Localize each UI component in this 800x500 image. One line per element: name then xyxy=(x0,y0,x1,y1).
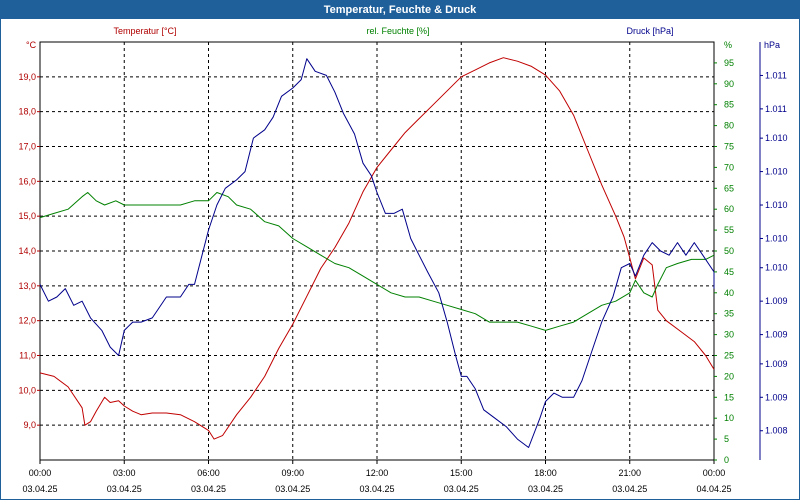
humidity-tick-label: 10 xyxy=(724,413,734,423)
humidity-tick-label: 50 xyxy=(724,246,734,256)
pressure-tick-label: 1.010 xyxy=(765,263,788,273)
pressure-unit: hPa xyxy=(764,40,780,50)
humidity-tick-label: 5 xyxy=(724,434,729,444)
x-tick-time-label: 00:00 xyxy=(29,468,52,478)
x-tick-date-label: 03.04.25 xyxy=(22,484,57,494)
temperature-tick-label: 19,0 xyxy=(18,72,36,82)
x-tick-date-label: 03.04.25 xyxy=(612,484,647,494)
temperature-tick-label: 17,0 xyxy=(18,142,36,152)
series-layer xyxy=(39,57,715,448)
x-tick-time-label: 03:00 xyxy=(113,468,136,478)
temperature-tick-label: 15,0 xyxy=(18,211,36,221)
temperature-tick-label: 10,0 xyxy=(18,385,36,395)
humidity-tick-label: 0 xyxy=(724,455,729,465)
temperature-tick-label: 18,0 xyxy=(18,107,36,117)
pressure-tick-label: 1.009 xyxy=(765,296,788,306)
pressure-tick-label: 1.010 xyxy=(765,167,788,177)
temperature-tick-label: 11,0 xyxy=(19,351,36,361)
x-tick-time-label: 06:00 xyxy=(197,468,220,478)
humidity-tick-label: 55 xyxy=(724,225,734,235)
x-tick-time-label: 00:00 xyxy=(703,468,726,478)
humidity-tick-label: 35 xyxy=(724,309,734,319)
humidity-tick-label: 30 xyxy=(724,330,734,340)
humidity-tick-label: 45 xyxy=(724,267,734,277)
humidity-legend-label: rel. Feuchte [%] xyxy=(366,26,429,36)
pressure-series-line xyxy=(39,58,715,448)
temperature-series-line xyxy=(39,57,715,440)
chart-title: Temperatur, Feuchte & Druck xyxy=(1,1,799,19)
humidity-tick-label: 25 xyxy=(724,351,734,361)
humidity-tick-label: 90 xyxy=(724,79,734,89)
humidity-series-line xyxy=(39,192,715,331)
humidity-tick-label: 70 xyxy=(724,162,734,172)
humidity-tick-label: 40 xyxy=(724,288,734,298)
humidity-tick-label: 60 xyxy=(724,204,734,214)
pressure-tick-label: 1.011 xyxy=(765,70,787,80)
humidity-tick-label: 75 xyxy=(724,142,734,152)
temperature-tick-label: 16,0 xyxy=(18,176,36,186)
pressure-tick-label: 1.009 xyxy=(765,359,788,369)
humidity-tick-label: 80 xyxy=(724,121,734,131)
pressure-tick-label: 1.009 xyxy=(765,392,788,402)
humidity-unit: % xyxy=(724,40,732,50)
humidity-tick-label: 15 xyxy=(724,392,734,402)
pressure-tick-label: 1.008 xyxy=(765,426,788,436)
humidity-tick-label: 95 xyxy=(724,58,734,68)
tick-layer: 00:00 03.04.25 03:00 03.04.25 06:00 03.04.25 0… xyxy=(18,58,787,494)
temperature-unit: °C xyxy=(26,40,37,50)
x-tick-date-label: 03.04.25 xyxy=(359,484,394,494)
temperature-legend-label: Temperatur [°C] xyxy=(113,26,176,36)
x-tick-time-label: 21:00 xyxy=(618,468,641,478)
pressure-tick-label: 1.010 xyxy=(765,233,788,243)
x-tick-time-label: 18:00 xyxy=(534,468,557,478)
pressure-tick-label: 1.009 xyxy=(765,330,788,340)
x-tick-time-label: 12:00 xyxy=(366,468,389,478)
pressure-tick-label: 1.011 xyxy=(765,104,787,114)
humidity-tick-label: 65 xyxy=(724,183,734,193)
pressure-tick-label: 1.010 xyxy=(765,133,788,143)
humidity-tick-label: 85 xyxy=(724,100,734,110)
pressure-legend-label: Druck [hPa] xyxy=(626,26,673,36)
x-tick-date-label: 04.04.25 xyxy=(696,484,731,494)
x-tick-time-label: 09:00 xyxy=(281,468,304,478)
temperature-tick-label: 14,0 xyxy=(18,246,36,256)
x-tick-date-label: 03.04.25 xyxy=(528,484,563,494)
temperature-tick-label: 9,0 xyxy=(23,420,36,430)
grid xyxy=(40,42,714,460)
x-tick-date-label: 03.04.25 xyxy=(444,484,479,494)
x-tick-date-label: 03.04.25 xyxy=(107,484,142,494)
temperature-tick-label: 13,0 xyxy=(18,281,36,291)
x-tick-time-label: 15:00 xyxy=(450,468,473,478)
x-tick-date-label: 03.04.25 xyxy=(275,484,310,494)
humidity-tick-label: 20 xyxy=(724,371,734,381)
x-tick-date-label: 03.04.25 xyxy=(191,484,226,494)
temperature-tick-label: 12,0 xyxy=(18,316,36,326)
pressure-tick-label: 1.010 xyxy=(765,200,788,210)
